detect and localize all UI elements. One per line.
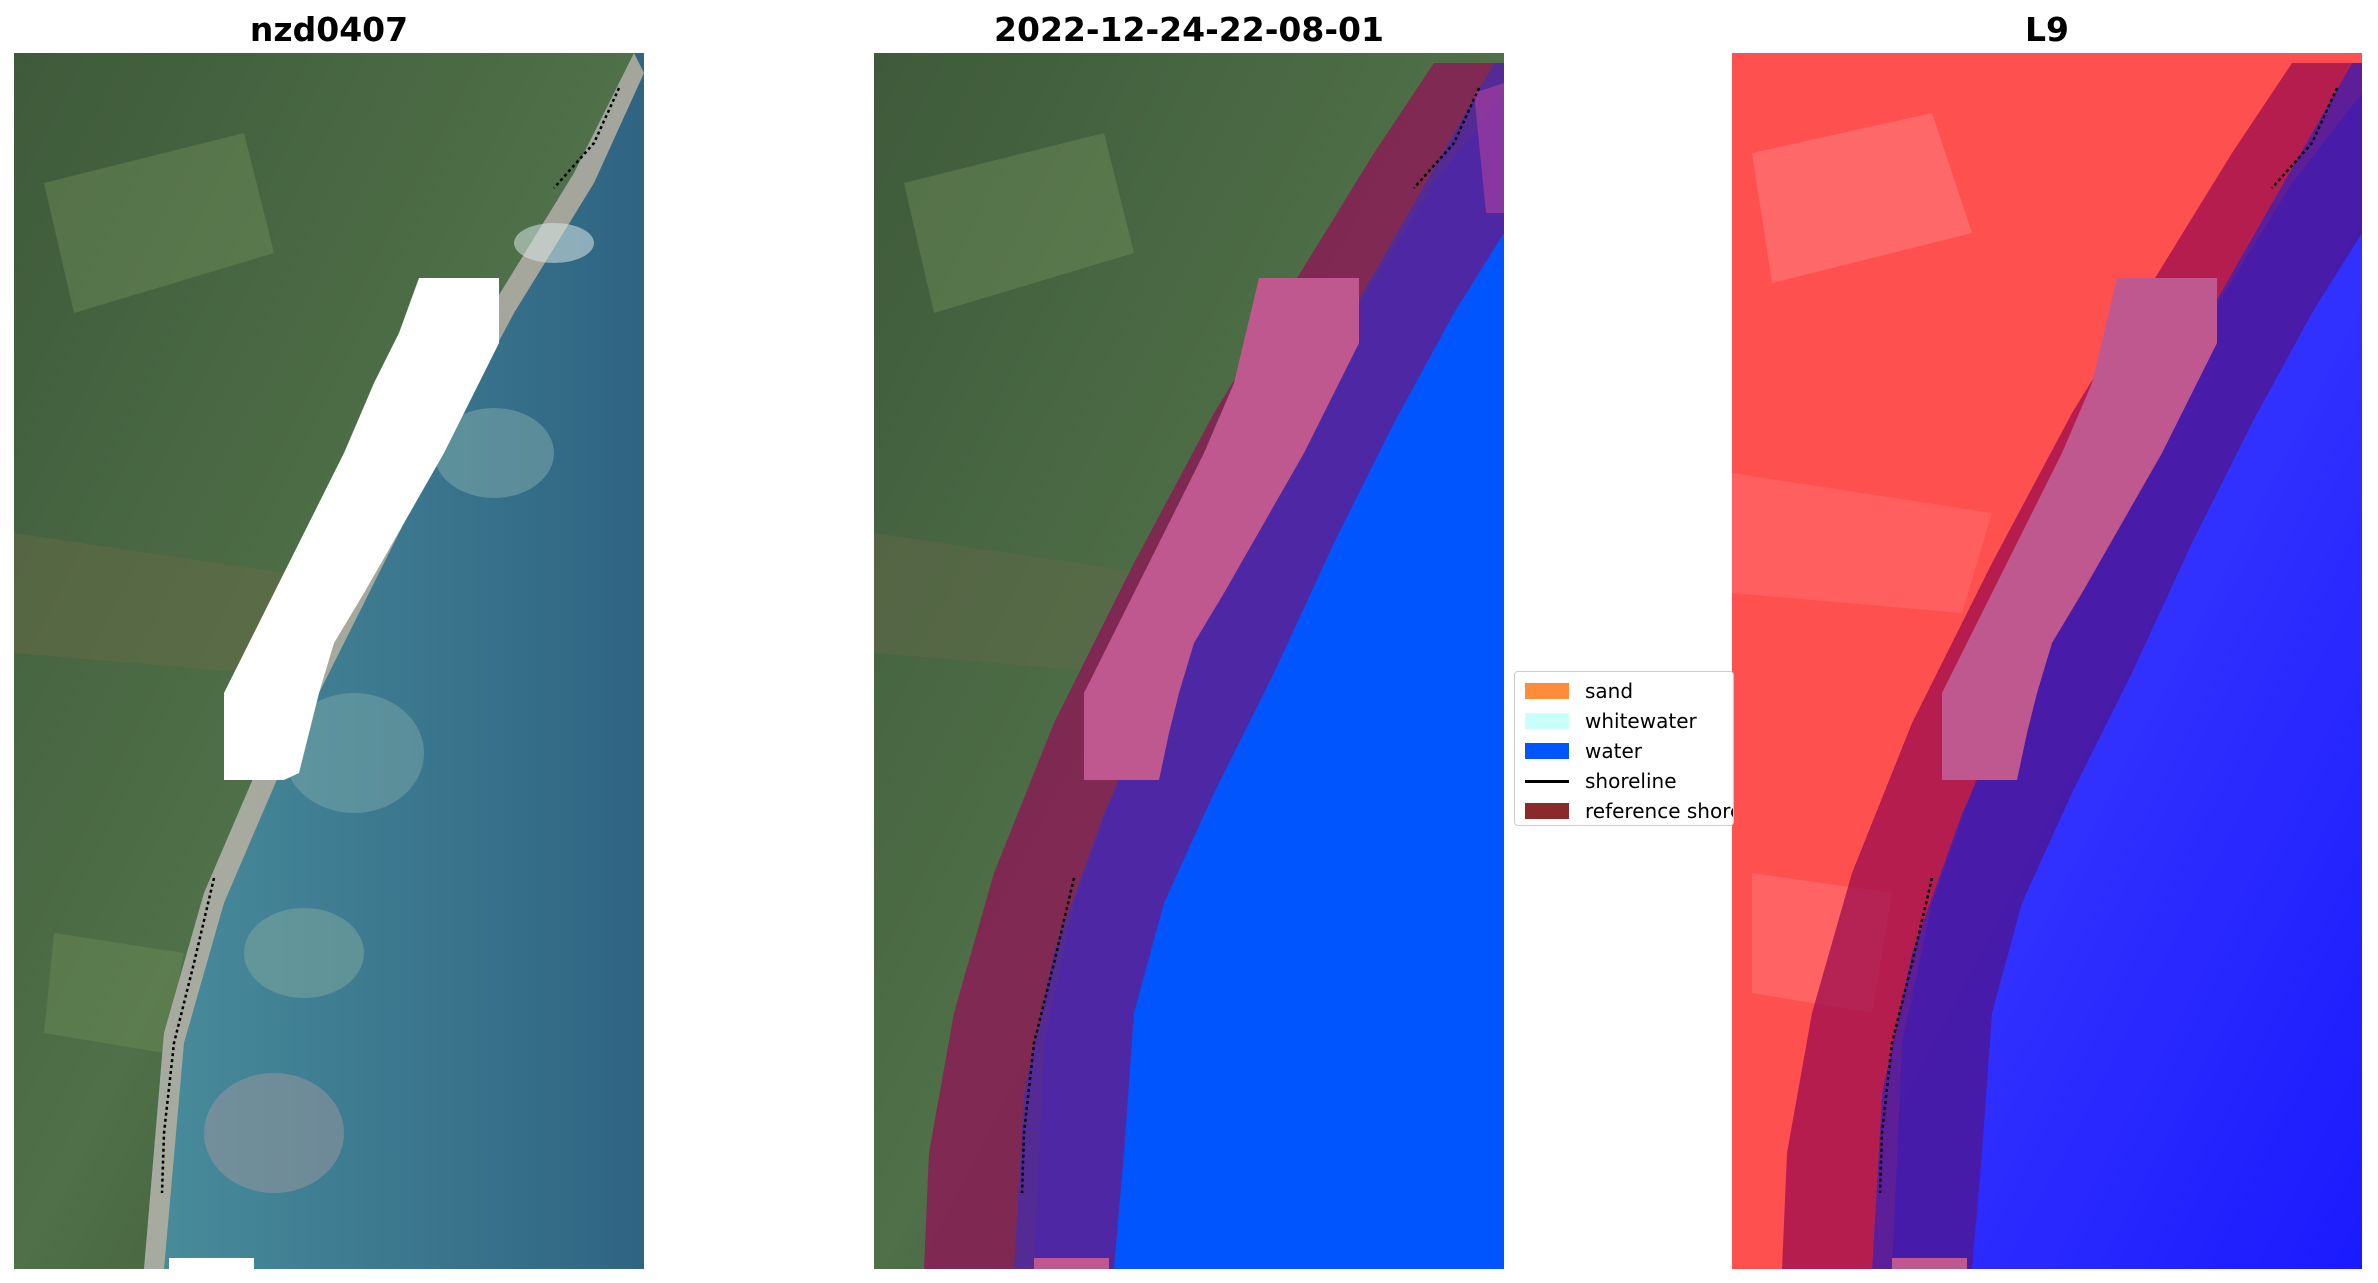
index-image — [1732, 53, 2362, 1269]
legend-item-whitewater: whitewater — [1525, 706, 1697, 736]
legend-label-reference-shoreline: reference shoreline buffer — [1585, 799, 1733, 823]
panel-title-classified: 2022-12-24-22-08-01 — [994, 10, 1384, 49]
classified-image — [874, 53, 1504, 1269]
legend-item-sand: sand — [1525, 676, 1633, 706]
legend-item-water: water — [1525, 736, 1642, 766]
legend: sand whitewater water shoreline referenc… — [1514, 671, 1734, 826]
panel-title-rgb: nzd0407 — [249, 10, 409, 49]
legend-item-reference-shoreline: reference shoreline buffer — [1525, 796, 1733, 825]
legend-item-shoreline: shoreline — [1525, 766, 1677, 796]
whitewater-swatch — [1525, 713, 1569, 729]
reference-shoreline-swatch — [1525, 803, 1569, 819]
legend-label-water: water — [1585, 739, 1642, 763]
shoreline-line-swatch — [1525, 779, 1569, 783]
water-swatch — [1525, 743, 1569, 759]
panel-title-index: L9 — [2025, 10, 2069, 49]
rgb-satellite-image — [14, 53, 644, 1269]
sand-swatch — [1525, 683, 1569, 699]
legend-label-whitewater: whitewater — [1585, 709, 1697, 733]
legend-label-shoreline: shoreline — [1585, 769, 1677, 793]
legend-label-sand: sand — [1585, 679, 1634, 703]
